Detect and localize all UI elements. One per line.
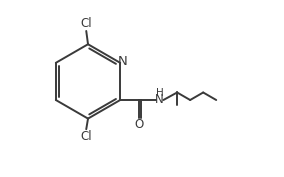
Text: H: H	[156, 88, 163, 98]
Text: O: O	[135, 118, 144, 131]
Text: Cl: Cl	[80, 130, 92, 143]
Text: N: N	[155, 93, 164, 106]
Text: N: N	[118, 55, 128, 68]
Text: Cl: Cl	[80, 17, 92, 30]
